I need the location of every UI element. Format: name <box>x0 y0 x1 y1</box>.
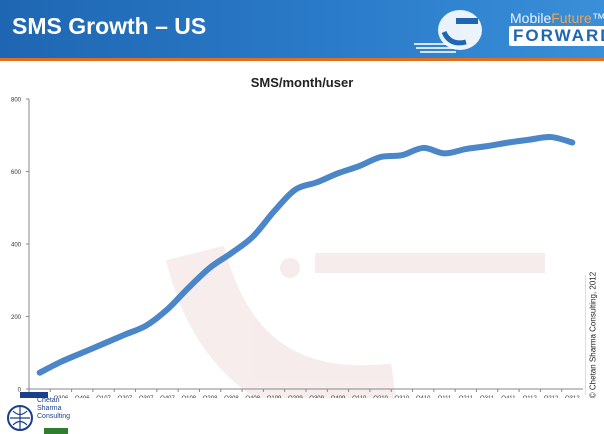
badge-line-2: Sharma <box>37 405 62 412</box>
x-tick-label: Q307 <box>139 396 154 398</box>
data-point <box>273 210 275 212</box>
badge-line-3: Consulting <box>37 413 71 420</box>
y-tick-label: 0 <box>18 388 22 394</box>
page-title: SMS Growth – US <box>12 13 207 39</box>
data-point <box>316 181 318 183</box>
x-tick-label: Q406 <box>75 396 90 398</box>
mobile-future-forward-logo: MobileFuture™ FORWARD <box>410 4 604 56</box>
logo-text-forward: FORWARD <box>509 26 604 46</box>
x-tick-label: Q109 <box>267 396 282 398</box>
badge-green-bar <box>44 428 68 434</box>
x-tick-label: Q310 <box>395 396 410 398</box>
copyright-strip <box>585 275 604 395</box>
data-point <box>444 152 445 154</box>
data-point <box>252 236 254 238</box>
data-point <box>507 142 509 143</box>
header-bar <box>0 0 604 58</box>
x-tick-label: Q411 <box>501 396 516 398</box>
y-tick-label: 800 <box>11 98 22 104</box>
chart-title: SMS/month/user <box>250 75 354 90</box>
x-tick-label: Q311 <box>480 396 495 398</box>
x-tick-label: Q209 <box>288 396 303 398</box>
badge-text: Chetan Sharma Consulting <box>37 397 70 421</box>
data-point <box>550 136 552 138</box>
data-point <box>209 267 211 269</box>
series-line <box>36 133 576 376</box>
badge-blue-bar <box>20 392 48 398</box>
data-point <box>124 334 126 336</box>
x-tick-label: Q410 <box>416 396 431 398</box>
data-point <box>60 361 62 363</box>
data-point <box>167 308 168 310</box>
data-point <box>337 172 339 174</box>
y-axis-ticks: 0 200 400 600 800 <box>11 98 29 394</box>
data-point <box>529 139 531 141</box>
y-tick-label: 200 <box>11 315 22 321</box>
x-tick-label: Q306 <box>54 396 69 398</box>
data-point <box>230 252 232 254</box>
data-point <box>358 165 360 167</box>
x-tick-label: Q111 <box>438 396 452 398</box>
data-point <box>401 154 403 156</box>
x-tick-label: Q207 <box>118 396 133 398</box>
data-point <box>465 148 467 150</box>
x-tick-label: Q408 <box>245 396 260 398</box>
copyright-text: © Chetan Sharma Consulting, 2012 <box>588 271 598 399</box>
x-tick-label: Q110 <box>352 396 367 398</box>
chetan-sharma-consulting-badge <box>7 392 68 434</box>
x-tick-label: Q212 <box>544 396 559 398</box>
x-tick-label: Q108 <box>181 396 196 398</box>
data-point <box>103 343 105 345</box>
watermark-logo <box>165 245 545 398</box>
series-sms-per-user <box>36 133 576 376</box>
data-point <box>81 352 83 354</box>
data-point <box>145 325 147 327</box>
x-tick-label: Q309 <box>309 396 324 398</box>
data-point <box>571 142 573 143</box>
x-tick-label: Q208 <box>203 396 218 398</box>
x-tick-label: Q112 <box>523 396 538 398</box>
x-tick-label: Q409 <box>331 396 346 398</box>
x-tick-label: Q308 <box>224 396 239 398</box>
logo-text-mobile-future: MobileFuture™ <box>510 10 604 26</box>
x-tick-label: Q107 <box>96 396 111 398</box>
logo-emblem-icon <box>414 10 482 53</box>
y-tick-label: 600 <box>11 170 22 176</box>
x-tick-label: Q407 <box>160 396 175 398</box>
x-tick-label: Q312 <box>565 396 580 398</box>
badge-line-1: Chetan <box>37 397 60 404</box>
x-tick-label: Q210 <box>373 396 388 398</box>
data-point <box>294 189 296 191</box>
data-point <box>486 145 488 147</box>
header-accent-line <box>0 58 604 61</box>
data-point <box>422 147 424 149</box>
y-tick-label: 400 <box>11 243 22 249</box>
data-point <box>188 287 190 288</box>
x-tick-label: Q211 <box>459 396 474 398</box>
data-point <box>39 372 41 374</box>
data-point <box>380 156 382 158</box>
